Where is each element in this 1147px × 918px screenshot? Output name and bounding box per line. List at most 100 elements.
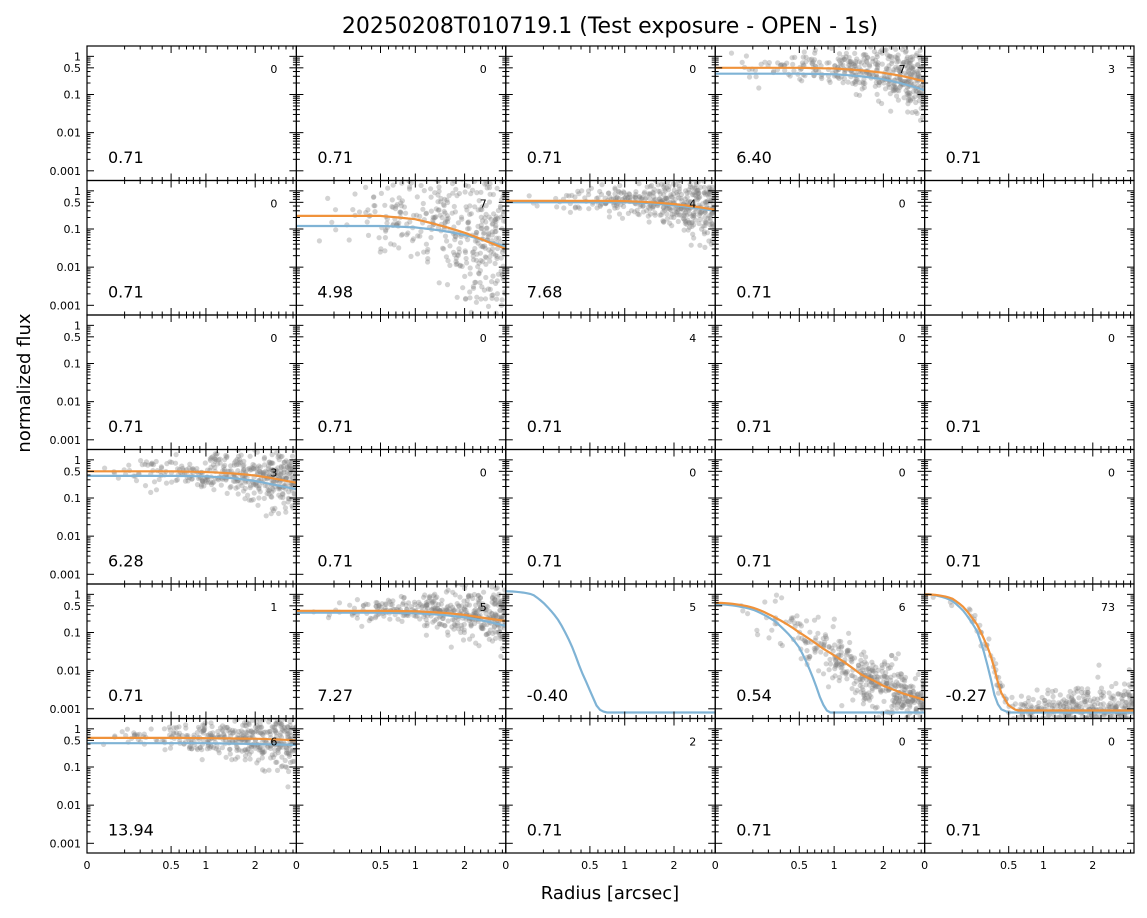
data-point — [831, 616, 837, 622]
data-point — [778, 62, 784, 68]
data-point — [702, 190, 708, 196]
data-point — [898, 69, 904, 75]
data-point — [452, 233, 458, 239]
data-point — [897, 718, 899, 719]
data-point — [493, 252, 499, 258]
data-point — [498, 205, 504, 211]
data-point — [667, 220, 673, 226]
data-point — [895, 681, 901, 687]
data-point — [614, 205, 620, 211]
data-point — [266, 459, 272, 465]
data-point — [850, 80, 856, 87]
data-point — [644, 184, 650, 190]
data-point — [407, 219, 413, 225]
data-point — [671, 187, 677, 193]
data-point — [864, 59, 870, 65]
data-point — [706, 213, 712, 219]
data-point — [665, 187, 672, 193]
data-point — [474, 294, 480, 300]
data-point — [703, 199, 709, 206]
y-tick-label: 0.5 — [64, 600, 82, 613]
data-point — [572, 204, 579, 210]
data-point — [664, 216, 670, 222]
data-point — [249, 467, 255, 473]
data-point — [481, 229, 487, 236]
data-point — [801, 49, 807, 55]
data-point — [883, 47, 889, 53]
y-axis-label: normalized flux — [14, 313, 35, 452]
data-point — [440, 615, 446, 622]
data-point — [434, 624, 440, 630]
data-point — [773, 592, 780, 598]
data-point — [502, 248, 506, 254]
data-point — [352, 191, 358, 197]
data-point — [687, 172, 692, 177]
data-point — [575, 188, 581, 194]
data-point — [661, 192, 667, 198]
data-point — [860, 687, 866, 693]
data-point — [478, 296, 484, 302]
data-point — [905, 63, 911, 69]
data-point — [874, 61, 880, 68]
data-point — [478, 222, 484, 228]
data-point — [901, 78, 908, 84]
data-point — [376, 235, 382, 241]
data-point — [746, 74, 753, 80]
data-point — [441, 208, 447, 215]
data-point — [497, 314, 500, 315]
data-point — [385, 597, 391, 603]
data-point — [881, 80, 887, 86]
data-point — [839, 703, 845, 709]
data-point — [687, 199, 693, 205]
data-point — [494, 253, 500, 260]
data-point — [625, 195, 631, 201]
data-point — [422, 592, 428, 598]
data-point — [483, 219, 489, 225]
data-point — [703, 189, 709, 195]
data-point — [482, 170, 487, 175]
data-point — [708, 211, 714, 217]
data-point — [450, 249, 457, 255]
data-point — [456, 246, 462, 252]
data-point — [707, 192, 713, 198]
data-point — [461, 606, 468, 612]
data-point — [490, 151, 495, 156]
data-point — [818, 649, 824, 655]
data-point — [499, 272, 505, 278]
panel-count-label: 0 — [899, 198, 906, 211]
data-point — [909, 72, 915, 78]
data-point — [497, 174, 502, 179]
data-point — [661, 219, 667, 225]
data-point — [476, 271, 482, 277]
data-point — [845, 79, 851, 85]
data-point — [446, 606, 452, 612]
data-point — [454, 260, 460, 267]
data-point — [678, 191, 685, 198]
panel-ticks — [505, 315, 716, 450]
data-point — [811, 57, 818, 63]
data-point — [772, 598, 778, 604]
data-point — [286, 462, 292, 468]
data-point — [682, 171, 687, 176]
data-point — [435, 207, 441, 213]
data-point — [891, 67, 897, 73]
data-point — [693, 195, 700, 201]
data-point — [668, 194, 674, 200]
data-point — [897, 65, 903, 72]
data-point — [916, 90, 923, 96]
y-tick-label: 0.01 — [57, 665, 82, 678]
data-point — [696, 190, 702, 196]
data-point — [669, 211, 675, 217]
data-point — [233, 485, 239, 491]
data-point — [486, 214, 492, 220]
data-point — [707, 215, 713, 221]
data-point — [423, 210, 429, 216]
data-point — [695, 190, 702, 196]
data-point — [492, 260, 498, 267]
data-point — [476, 270, 482, 276]
data-point — [445, 215, 451, 221]
data-point — [650, 205, 656, 211]
data-point — [784, 60, 790, 66]
data-point — [661, 184, 667, 190]
data-point — [897, 83, 904, 89]
